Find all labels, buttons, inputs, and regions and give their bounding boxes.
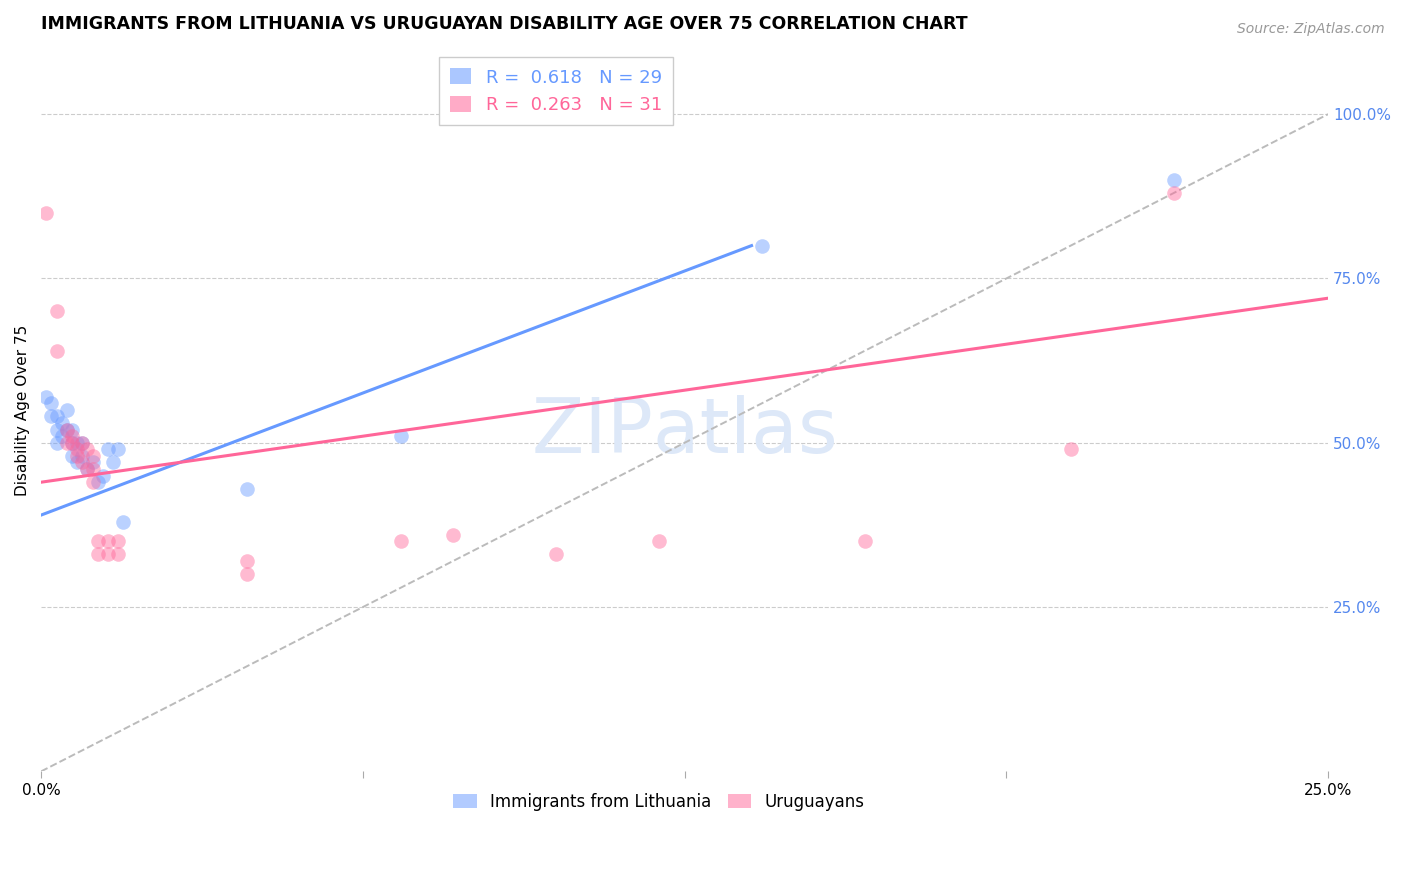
Point bbox=[60, 449, 83, 463]
Point bbox=[60, 435, 83, 450]
Point bbox=[107, 442, 129, 457]
Point bbox=[72, 435, 94, 450]
Point bbox=[51, 429, 73, 443]
Point bbox=[112, 515, 135, 529]
Point bbox=[56, 403, 79, 417]
Point bbox=[35, 390, 58, 404]
Point bbox=[441, 528, 464, 542]
Point bbox=[76, 462, 98, 476]
Point bbox=[72, 455, 94, 469]
Point bbox=[35, 206, 58, 220]
Point bbox=[853, 534, 876, 549]
Text: ZIP​atlas: ZIP​atlas bbox=[531, 394, 838, 468]
Point bbox=[45, 409, 67, 424]
Point bbox=[103, 455, 125, 469]
Point bbox=[751, 238, 773, 252]
Point bbox=[87, 475, 110, 490]
Text: Source: ZipAtlas.com: Source: ZipAtlas.com bbox=[1237, 22, 1385, 37]
Point bbox=[45, 304, 67, 318]
Point bbox=[76, 462, 98, 476]
Point bbox=[87, 534, 110, 549]
Y-axis label: Disability Age Over 75: Disability Age Over 75 bbox=[15, 325, 30, 496]
Point bbox=[56, 435, 79, 450]
Point bbox=[236, 482, 259, 496]
Point bbox=[97, 548, 120, 562]
Point bbox=[56, 423, 79, 437]
Point bbox=[41, 396, 63, 410]
Point bbox=[1060, 442, 1083, 457]
Point bbox=[107, 534, 129, 549]
Point bbox=[41, 409, 63, 424]
Text: IMMIGRANTS FROM LITHUANIA VS URUGUAYAN DISABILITY AGE OVER 75 CORRELATION CHART: IMMIGRANTS FROM LITHUANIA VS URUGUAYAN D… bbox=[41, 15, 967, 33]
Point bbox=[97, 442, 120, 457]
Point bbox=[236, 567, 259, 582]
Point bbox=[72, 449, 94, 463]
Point bbox=[66, 449, 89, 463]
Point bbox=[648, 534, 671, 549]
Point bbox=[82, 455, 104, 469]
Legend: Immigrants from Lithuania, Uruguayans: Immigrants from Lithuania, Uruguayans bbox=[447, 786, 872, 817]
Point bbox=[91, 468, 114, 483]
Point bbox=[82, 475, 104, 490]
Point bbox=[391, 429, 413, 443]
Point bbox=[60, 435, 83, 450]
Point bbox=[76, 442, 98, 457]
Point bbox=[107, 548, 129, 562]
Point bbox=[60, 429, 83, 443]
Point bbox=[97, 534, 120, 549]
Point bbox=[51, 416, 73, 430]
Point bbox=[82, 462, 104, 476]
Point bbox=[72, 435, 94, 450]
Point bbox=[66, 442, 89, 457]
Point bbox=[45, 343, 67, 358]
Point bbox=[1163, 173, 1185, 187]
Point bbox=[45, 423, 67, 437]
Point bbox=[391, 534, 413, 549]
Point bbox=[87, 548, 110, 562]
Point bbox=[60, 423, 83, 437]
Point bbox=[56, 423, 79, 437]
Point bbox=[66, 455, 89, 469]
Point bbox=[544, 548, 567, 562]
Point bbox=[236, 554, 259, 568]
Point bbox=[45, 435, 67, 450]
Point bbox=[82, 449, 104, 463]
Point bbox=[1163, 186, 1185, 200]
Point bbox=[66, 435, 89, 450]
